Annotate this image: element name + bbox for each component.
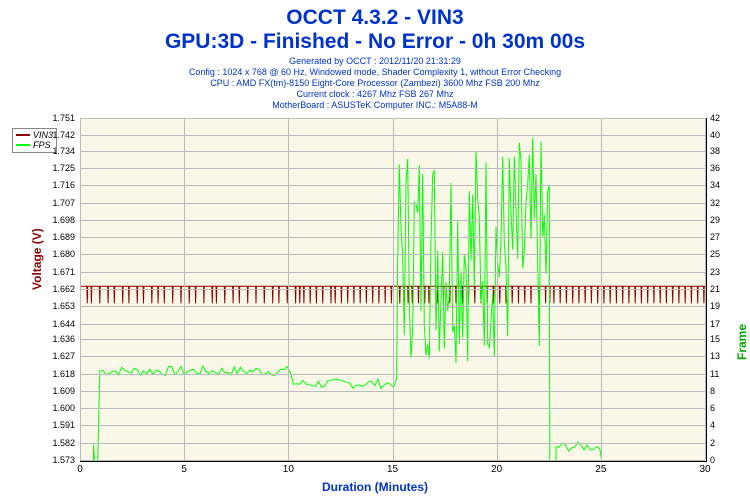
chart-container: OCCT 4.3.2 - VIN3 GPU:3D - Finished - No… — [0, 0, 750, 500]
meta-clock: Current clock : 4267 Mhz FSB 267 Mhz — [0, 89, 750, 100]
y-left-tick-label: 1.689 — [35, 232, 75, 242]
y-right-tick-label: 27 — [710, 232, 720, 242]
y-right-tick-label: 15 — [710, 334, 720, 344]
y-left-tick-label: 1.627 — [35, 351, 75, 361]
y-right-tick-label: 34 — [710, 180, 720, 190]
meta-config: Config : 1024 x 768 @ 60 Hz, Windowed mo… — [0, 67, 750, 78]
y-left-tick-label: 1.716 — [35, 180, 75, 190]
title-line-1: OCCT 4.3.2 - VIN3 — [0, 6, 750, 30]
y-left-tick-label: 1.591 — [35, 420, 75, 430]
y-left-tick-label: 1.725 — [35, 163, 75, 173]
x-tick-label: 20 — [491, 464, 502, 475]
y-left-tick-label: 1.734 — [35, 146, 75, 156]
x-tick-label: 15 — [387, 464, 398, 475]
y-left-tick-label: 1.573 — [35, 455, 75, 465]
y-left-tick-label: 1.742 — [35, 130, 75, 140]
y-left-tick-label: 1.618 — [35, 369, 75, 379]
x-tick-label: 10 — [283, 464, 294, 475]
y-right-tick-label: 2 — [710, 438, 715, 448]
y-left-tick-label: 1.636 — [35, 334, 75, 344]
y-left-tick-label: 1.751 — [35, 113, 75, 123]
y-right-tick-label: 40 — [710, 130, 720, 140]
x-tick-label: 30 — [699, 464, 710, 475]
y-right-tick-label: 13 — [710, 351, 720, 361]
y-right-tick-label: 21 — [710, 284, 720, 294]
y-left-tick-label: 1.680 — [35, 249, 75, 259]
y-right-tick-label: 4 — [710, 420, 715, 430]
y-right-axis-title: Frame Per Second — [735, 317, 750, 360]
y-left-tick-label: 1.671 — [35, 267, 75, 277]
y-right-tick-label: 25 — [710, 249, 720, 259]
plot-svg — [81, 119, 706, 461]
y-right-tick-label: 6 — [710, 403, 715, 413]
y-left-tick-label: 1.582 — [35, 438, 75, 448]
legend-swatch-fps — [16, 144, 30, 146]
y-right-tick-label: 23 — [710, 267, 720, 277]
x-axis-title: Duration (Minutes) — [0, 480, 750, 494]
legend-swatch-vin3 — [16, 134, 30, 136]
y-right-tick-label: 17 — [710, 319, 720, 329]
x-tick-label: 0 — [77, 464, 83, 475]
y-left-tick-label: 1.644 — [35, 319, 75, 329]
y-right-tick-label: 11 — [710, 369, 719, 379]
x-tick-label: 25 — [595, 464, 606, 475]
plot-area — [80, 118, 707, 462]
y-left-tick-label: 1.662 — [35, 284, 75, 294]
y-left-tick-label: 1.707 — [35, 198, 75, 208]
y-right-tick-label: 38 — [710, 146, 720, 156]
title-line-2: GPU:3D - Finished - No Error - 0h 30m 00… — [0, 30, 750, 54]
y-right-tick-label: 36 — [710, 163, 720, 173]
y-left-tick-label: 1.600 — [35, 403, 75, 413]
y-right-tick-label: 32 — [710, 198, 720, 208]
y-left-tick-label: 1.653 — [35, 301, 75, 311]
y-right-tick-label: 29 — [710, 215, 720, 225]
y-right-tick-label: 19 — [710, 301, 720, 311]
y-right-tick-label: 0 — [710, 455, 715, 465]
y-left-tick-label: 1.698 — [35, 215, 75, 225]
meta-generated: Generated by OCCT : 2012/11/20 21:31:29 — [0, 56, 750, 67]
meta-motherboard: MotherBoard : ASUSTeK Computer INC.: M5A… — [0, 100, 750, 111]
meta-cpu: CPU : AMD FX(tm)-8150 Eight-Core Process… — [0, 78, 750, 89]
x-tick-label: 5 — [181, 464, 187, 475]
y-right-tick-label: 8 — [710, 386, 715, 396]
y-left-tick-label: 1.609 — [35, 386, 75, 396]
y-right-tick-label: 42 — [710, 113, 720, 123]
